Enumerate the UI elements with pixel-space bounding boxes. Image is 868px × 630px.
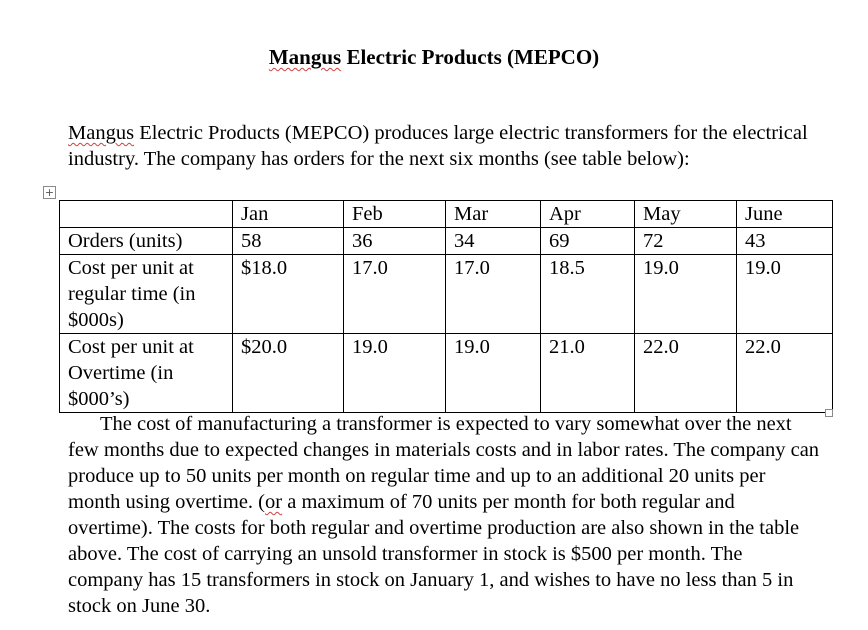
table-header-cell	[59, 200, 233, 228]
table-header-cell: June	[736, 200, 833, 228]
table-cell: $20.0	[232, 333, 344, 413]
intro-lead-word: Mangus	[68, 122, 135, 144]
table-header-cell: Apr	[540, 200, 635, 228]
row-label: Cost per unit at Overtime (in $000’s)	[59, 333, 233, 413]
table-cell: 34	[445, 227, 541, 255]
table-header-row: Jan Feb Mar Apr May June	[59, 200, 833, 228]
table-cell: 19.0	[343, 333, 446, 413]
body-or-word: or	[265, 491, 283, 513]
intro-rest: Electric Products (MEPCO) produces large…	[68, 122, 808, 170]
table-move-handle-icon[interactable]: +	[43, 186, 56, 199]
title-underlined-word: Mangus	[268, 45, 342, 69]
intro-paragraph: Mangus Electric Products (MEPCO) produce…	[68, 120, 808, 172]
table-row: Cost per unit at regular time (in $000s)…	[59, 254, 833, 334]
body-paragraph: The cost of manufacturing a transformer …	[68, 411, 820, 619]
table-cell: 21.0	[540, 333, 635, 413]
table-cell: 36	[343, 227, 446, 255]
table-cell: 22.0	[736, 333, 833, 413]
table-cell: 69	[540, 227, 635, 255]
table-row: Cost per unit at Overtime (in $000’s) $2…	[59, 333, 833, 413]
table-cell: 19.0	[445, 333, 541, 413]
document-title: Mangus Electric Products (MEPCO)	[0, 44, 868, 70]
table-cell: $18.0	[232, 254, 344, 334]
row-label: Cost per unit at regular time (in $000s)	[59, 254, 233, 334]
table-header-cell: Mar	[445, 200, 541, 228]
body-text-part1: The cost of manufacturing a transformer …	[68, 413, 820, 513]
title-rest: Electric Products (MEPCO)	[341, 45, 600, 69]
table-header-cell: Jan	[232, 200, 344, 228]
table-cell: 19.0	[736, 254, 833, 334]
table-cell: 17.0	[343, 254, 446, 334]
table-cell: 18.5	[540, 254, 635, 334]
table-cell: 19.0	[634, 254, 737, 334]
row-label: Orders (units)	[59, 227, 233, 255]
table-header-cell: May	[634, 200, 737, 228]
body-text-part2: a maximum of 70 units per month for both…	[68, 491, 800, 617]
table-cell: 43	[736, 227, 833, 255]
table-cell: 58	[232, 227, 344, 255]
table-header-cell: Feb	[343, 200, 446, 228]
table-resize-handle-icon[interactable]	[825, 409, 833, 417]
orders-cost-table: Jan Feb Mar Apr May June Orders (units) …	[59, 200, 833, 413]
table-cell: 17.0	[445, 254, 541, 334]
table-row: Orders (units) 58 36 34 69 72 43	[59, 227, 833, 255]
table-cell: 72	[634, 227, 737, 255]
table-cell: 22.0	[634, 333, 737, 413]
